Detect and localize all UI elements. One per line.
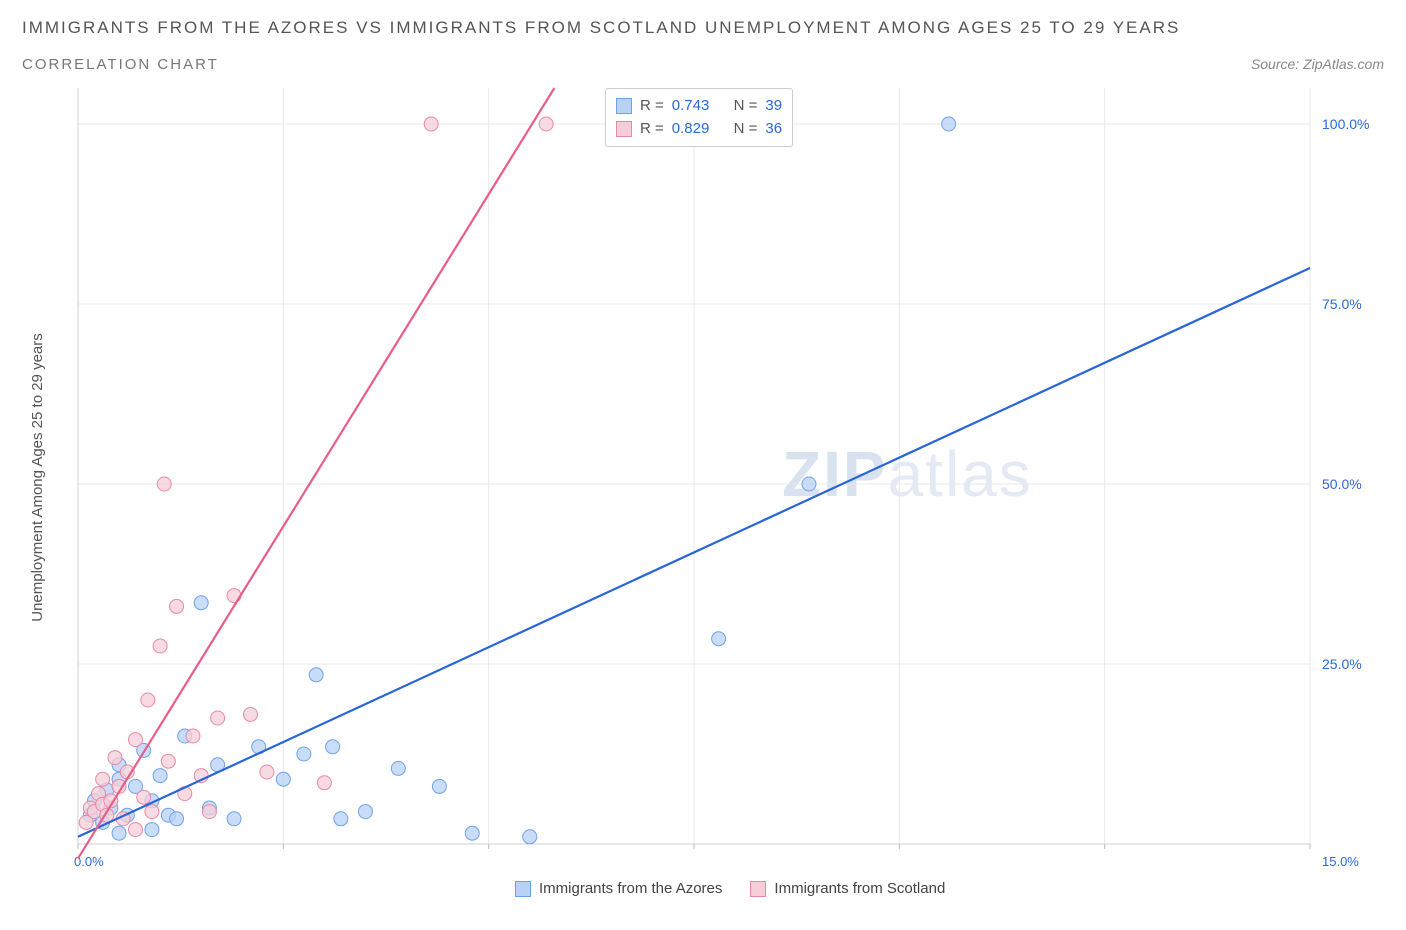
chart-title: IMMIGRANTS FROM THE AZORES VS IMMIGRANTS…: [22, 18, 1384, 38]
legend-swatch: [750, 881, 766, 897]
chart-legend: Immigrants from the Azores Immigrants fro…: [515, 878, 945, 901]
n-value: 39: [765, 95, 782, 118]
legend-swatch: [616, 98, 632, 114]
legend-item: Immigrants from Scotland: [750, 878, 945, 901]
data-point: [186, 729, 200, 743]
data-point: [145, 823, 159, 837]
stats-row: R = 0.829 N = 36: [616, 118, 782, 141]
data-point: [211, 711, 225, 725]
data-point: [108, 751, 122, 765]
r-value: 0.743: [672, 95, 710, 118]
data-point: [523, 830, 537, 844]
n-label: N =: [734, 118, 758, 141]
legend-swatch: [515, 881, 531, 897]
data-point: [137, 790, 151, 804]
data-point: [202, 805, 216, 819]
data-point: [145, 805, 159, 819]
y-tick-label: 100.0%: [1322, 116, 1369, 132]
data-point: [243, 707, 257, 721]
y-tick-label: 50.0%: [1322, 476, 1362, 492]
data-point: [96, 772, 110, 786]
data-point: [153, 769, 167, 783]
legend-swatch: [616, 121, 632, 137]
data-point: [391, 761, 405, 775]
data-point: [227, 589, 241, 603]
data-point: [465, 826, 479, 840]
data-point: [317, 776, 331, 790]
data-point: [309, 668, 323, 682]
legend-label: Immigrants from Scotland: [774, 878, 945, 901]
source-attribution: Source: ZipAtlas.com: [1251, 56, 1384, 72]
data-point: [260, 765, 274, 779]
data-point: [802, 477, 816, 491]
n-label: N =: [734, 95, 758, 118]
chart-area: Unemployment Among Ages 25 to 29 years Z…: [22, 82, 1384, 902]
data-point: [128, 733, 142, 747]
y-axis-label: Unemployment Among Ages 25 to 29 years: [22, 82, 52, 872]
data-point: [170, 599, 184, 613]
data-point: [128, 823, 142, 837]
data-point: [276, 772, 290, 786]
legend-item: Immigrants from the Azores: [515, 878, 722, 901]
data-point: [358, 805, 372, 819]
y-tick-label: 25.0%: [1322, 656, 1362, 672]
x-range-label: 15.0%: [1322, 854, 1359, 869]
data-point: [712, 632, 726, 646]
scatter-plot: 25.0%50.0%75.0%100.0%0.0%15.0%: [60, 82, 1380, 872]
data-point: [942, 117, 956, 131]
data-point: [334, 812, 348, 826]
r-value: 0.829: [672, 118, 710, 141]
y-tick-label: 75.0%: [1322, 296, 1362, 312]
data-point: [539, 117, 553, 131]
data-point: [170, 812, 184, 826]
r-label: R =: [640, 118, 664, 141]
data-point: [432, 779, 446, 793]
n-value: 36: [765, 118, 782, 141]
data-point: [157, 477, 171, 491]
data-point: [141, 693, 155, 707]
data-point: [194, 596, 208, 610]
data-point: [153, 639, 167, 653]
data-point: [161, 754, 175, 768]
stats-row: R = 0.743 N = 39: [616, 95, 782, 118]
data-point: [227, 812, 241, 826]
chart-subtitle: CORRELATION CHART: [22, 56, 219, 73]
data-point: [112, 826, 126, 840]
data-point: [424, 117, 438, 131]
correlation-stats-box: R = 0.743 N = 39 R = 0.829 N = 36: [605, 88, 793, 147]
data-point: [297, 747, 311, 761]
regression-line: [78, 88, 554, 858]
legend-label: Immigrants from the Azores: [539, 878, 722, 901]
data-point: [326, 740, 340, 754]
r-label: R =: [640, 95, 664, 118]
